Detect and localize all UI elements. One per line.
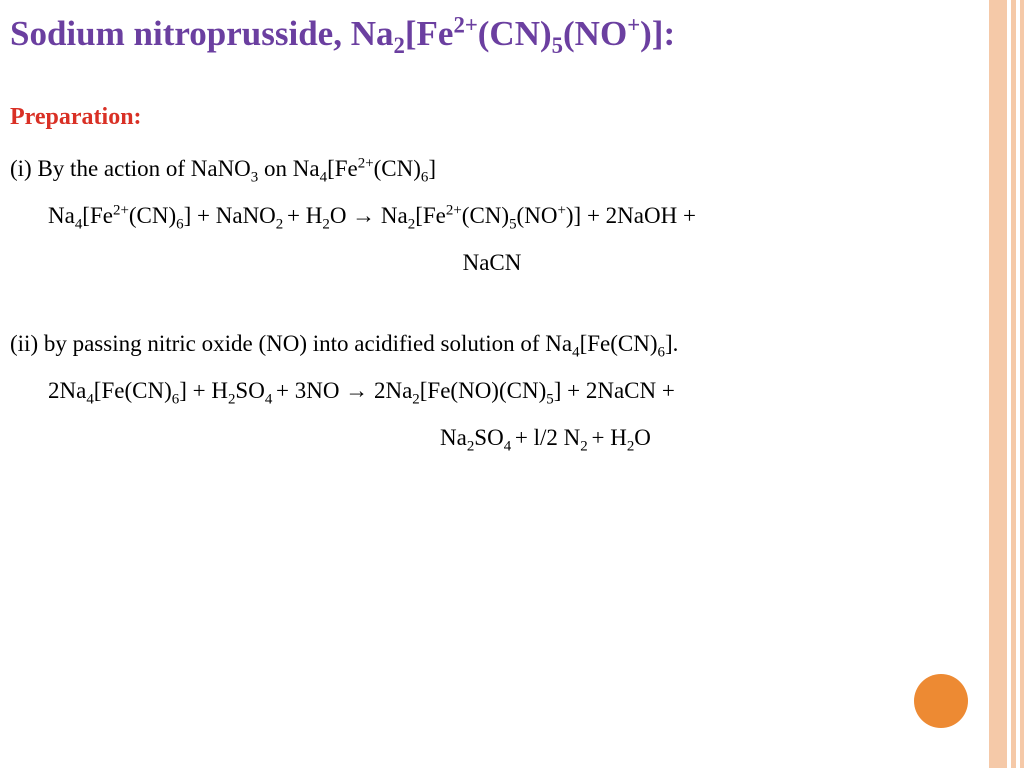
item-2-equation-line1: 2Na4[Fe(CN)6] + H2SO4 + 3NO → 2Na2[Fe(NO… [10, 367, 974, 414]
decorative-stripes [989, 0, 1024, 768]
item-2-equation-line2: Na2SO4 + l/2 N2 + H2O [10, 414, 974, 461]
item-1-equation-line2: NaCN [10, 239, 974, 286]
preparation-heading: Preparation: [10, 104, 974, 131]
slide: Sodium nitroprusside, Na2[Fe2+(CN)5(NO+)… [0, 0, 1024, 768]
item-1-intro: (i) By the action of NaNO3 on Na4[Fe2+(C… [10, 145, 974, 192]
decorative-circle-icon [914, 674, 968, 728]
item-2-intro: (ii) by passing nitric oxide (NO) into a… [10, 320, 974, 367]
slide-title: Sodium nitroprusside, Na2[Fe2+(CN)5(NO+)… [10, 12, 974, 56]
stripe-1 [989, 0, 1007, 768]
item-1-equation-line1: Na4[Fe2+(CN)6] + NaNO2 + H2O → Na2[Fe2+(… [10, 192, 974, 239]
stripe-3 [1020, 0, 1024, 768]
